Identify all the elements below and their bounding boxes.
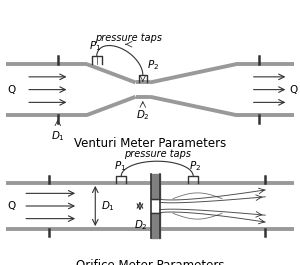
Text: Venturi Meter Parameters: Venturi Meter Parameters (74, 137, 226, 150)
Text: pressure taps: pressure taps (124, 149, 191, 159)
Text: $P_1$: $P_1$ (89, 39, 101, 53)
Text: $P_2$: $P_2$ (147, 58, 159, 72)
Text: Q: Q (290, 85, 298, 95)
Text: Q: Q (8, 85, 16, 95)
Text: Q: Q (8, 201, 16, 211)
Text: $P_2$: $P_2$ (189, 160, 201, 173)
Text: $D_1$: $D_1$ (101, 199, 115, 213)
Polygon shape (152, 213, 160, 238)
Text: $D_2$: $D_2$ (136, 108, 150, 122)
Text: $D_2$: $D_2$ (134, 218, 148, 232)
Text: pressure taps: pressure taps (95, 33, 162, 43)
Polygon shape (152, 174, 160, 199)
Text: Orifice Meter Parameters: Orifice Meter Parameters (76, 259, 224, 265)
Text: $P_1$: $P_1$ (114, 160, 126, 173)
Text: $D_1$: $D_1$ (51, 129, 65, 143)
